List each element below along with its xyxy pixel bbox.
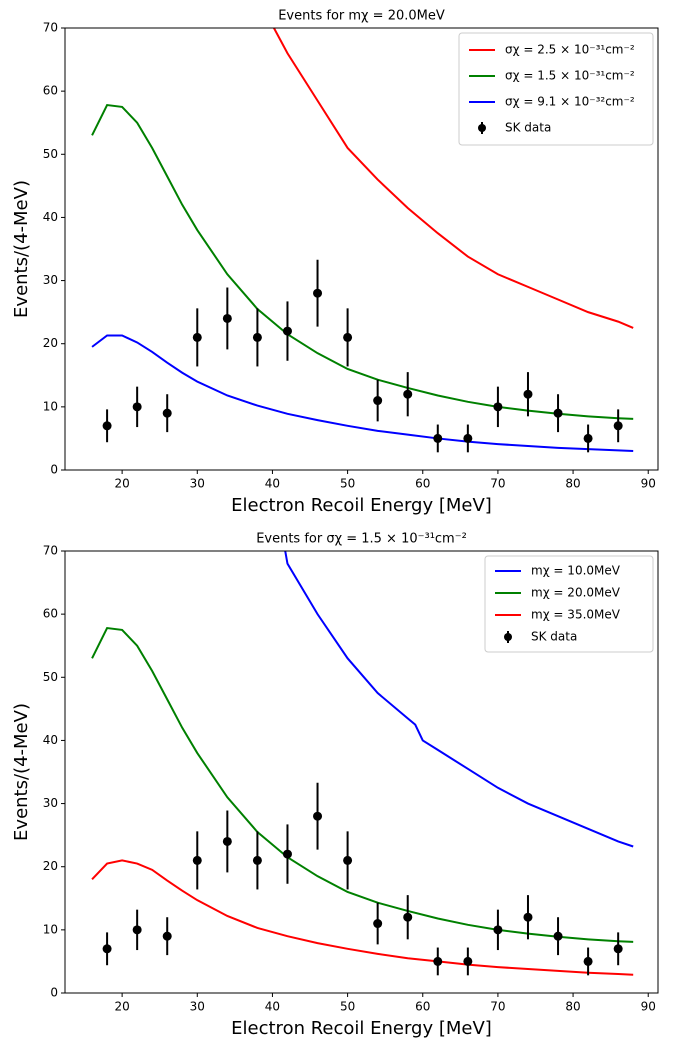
data-point — [583, 433, 593, 443]
y-tick-label: 50 — [43, 670, 58, 684]
legend-label: σχ = 9.1 × 10⁻³²cm⁻² — [505, 95, 635, 109]
x-tick-label: 50 — [340, 477, 355, 491]
x-tick-label: 90 — [641, 1000, 656, 1014]
data-point — [553, 408, 563, 418]
data-point — [252, 332, 262, 342]
x-tick-label: 60 — [415, 477, 430, 491]
y-tick-label: 60 — [43, 607, 58, 621]
legend-label: mχ = 35.0MeV — [531, 608, 621, 622]
data-point — [433, 433, 443, 443]
y-tick-label: 70 — [43, 544, 58, 558]
y-tick-label: 10 — [43, 399, 58, 413]
data-point — [493, 925, 503, 935]
data-point — [373, 919, 383, 929]
data-point — [222, 313, 232, 323]
legend-label: SK data — [531, 630, 577, 644]
data-point — [403, 389, 413, 399]
y-tick-label: 70 — [43, 21, 58, 35]
data-point — [132, 925, 142, 935]
data-point — [493, 402, 503, 412]
data-point — [523, 389, 533, 399]
axes-frame — [64, 27, 659, 471]
data-point — [102, 421, 112, 431]
data-point — [463, 433, 473, 443]
plot-area — [91, 28, 634, 453]
data-point — [192, 855, 202, 865]
x-tick-label: 20 — [114, 477, 129, 491]
legend-label: SK data — [505, 121, 551, 135]
data-point — [252, 855, 262, 865]
data-point — [102, 944, 112, 954]
data-point — [192, 332, 202, 342]
data-point — [463, 956, 473, 966]
legend-box — [458, 32, 654, 146]
y-tick-label: 60 — [43, 84, 58, 98]
chart: Events for mχ = 20.0MeV Electron Recoil E… — [11, 9, 659, 516]
data-point — [313, 811, 323, 821]
chart: Events for σχ = 1.5 × 10⁻³¹cm⁻² Electron … — [11, 532, 659, 1039]
x-tick-label: 70 — [490, 1000, 505, 1014]
x-tick-label: 70 — [490, 477, 505, 491]
data-point — [613, 944, 623, 954]
data-point — [403, 912, 413, 922]
x-axis-label: Electron Recoil Energy [MeV] — [231, 1018, 492, 1039]
y-tick-label: 30 — [43, 796, 58, 810]
data-point — [222, 836, 232, 846]
legend-box — [484, 555, 654, 653]
y-axis-label: Events/(4-MeV) — [11, 180, 32, 318]
legend-label: mχ = 20.0MeV — [531, 586, 621, 600]
y-tick-label: 40 — [43, 210, 58, 224]
y-tick-label: 30 — [43, 273, 58, 287]
data-point — [343, 332, 353, 342]
data-point — [313, 288, 323, 298]
data-point — [433, 956, 443, 966]
y-tick-label: 0 — [50, 986, 58, 1000]
data-point — [343, 855, 353, 865]
x-tick-label: 50 — [340, 1000, 355, 1014]
line-series — [91, 626, 634, 943]
data-point — [523, 912, 533, 922]
x-tick-label: 80 — [565, 477, 580, 491]
data-point — [282, 849, 292, 859]
x-tick-label: 90 — [641, 477, 656, 491]
data-point — [583, 956, 593, 966]
x-axis-label: Electron Recoil Energy [MeV] — [231, 495, 492, 516]
y-tick-label: 10 — [43, 922, 58, 936]
x-tick-label: 30 — [190, 477, 205, 491]
legend-swatch — [478, 124, 486, 132]
chart-title: Events for σχ = 1.5 × 10⁻³¹cm⁻² — [256, 532, 467, 547]
legend-label: σχ = 1.5 × 10⁻³¹cm⁻² — [505, 69, 635, 83]
legend-label: σχ = 2.5 × 10⁻³¹cm⁻² — [505, 43, 635, 57]
data-point — [373, 396, 383, 406]
y-tick-label: 50 — [43, 147, 58, 161]
x-tick-label: 40 — [265, 477, 280, 491]
data-point — [162, 931, 172, 941]
y-tick-label: 0 — [50, 463, 58, 477]
line-series — [273, 28, 634, 329]
chart-title: Events for mχ = 20.0MeV — [278, 9, 445, 24]
legend-label: mχ = 10.0MeV — [531, 564, 621, 578]
data-point — [282, 326, 292, 336]
line-series — [91, 334, 634, 453]
data-point — [162, 408, 172, 418]
line-series — [91, 859, 634, 976]
y-tick-label: 20 — [43, 859, 58, 873]
x-tick-label: 30 — [190, 1000, 205, 1014]
legend-swatch — [504, 633, 512, 641]
plot-area — [91, 551, 634, 976]
x-tick-label: 40 — [265, 1000, 280, 1014]
data-point — [613, 421, 623, 431]
line-series — [284, 551, 634, 848]
data-point — [132, 402, 142, 412]
x-tick-label: 20 — [114, 1000, 129, 1014]
x-tick-label: 60 — [415, 1000, 430, 1014]
x-tick-label: 80 — [565, 1000, 580, 1014]
y-tick-label: 20 — [43, 336, 58, 350]
data-point — [553, 931, 563, 941]
y-tick-label: 40 — [43, 733, 58, 747]
y-axis-label: Events/(4-MeV) — [11, 703, 32, 841]
axes-frame — [64, 550, 659, 994]
line-series — [91, 103, 634, 420]
